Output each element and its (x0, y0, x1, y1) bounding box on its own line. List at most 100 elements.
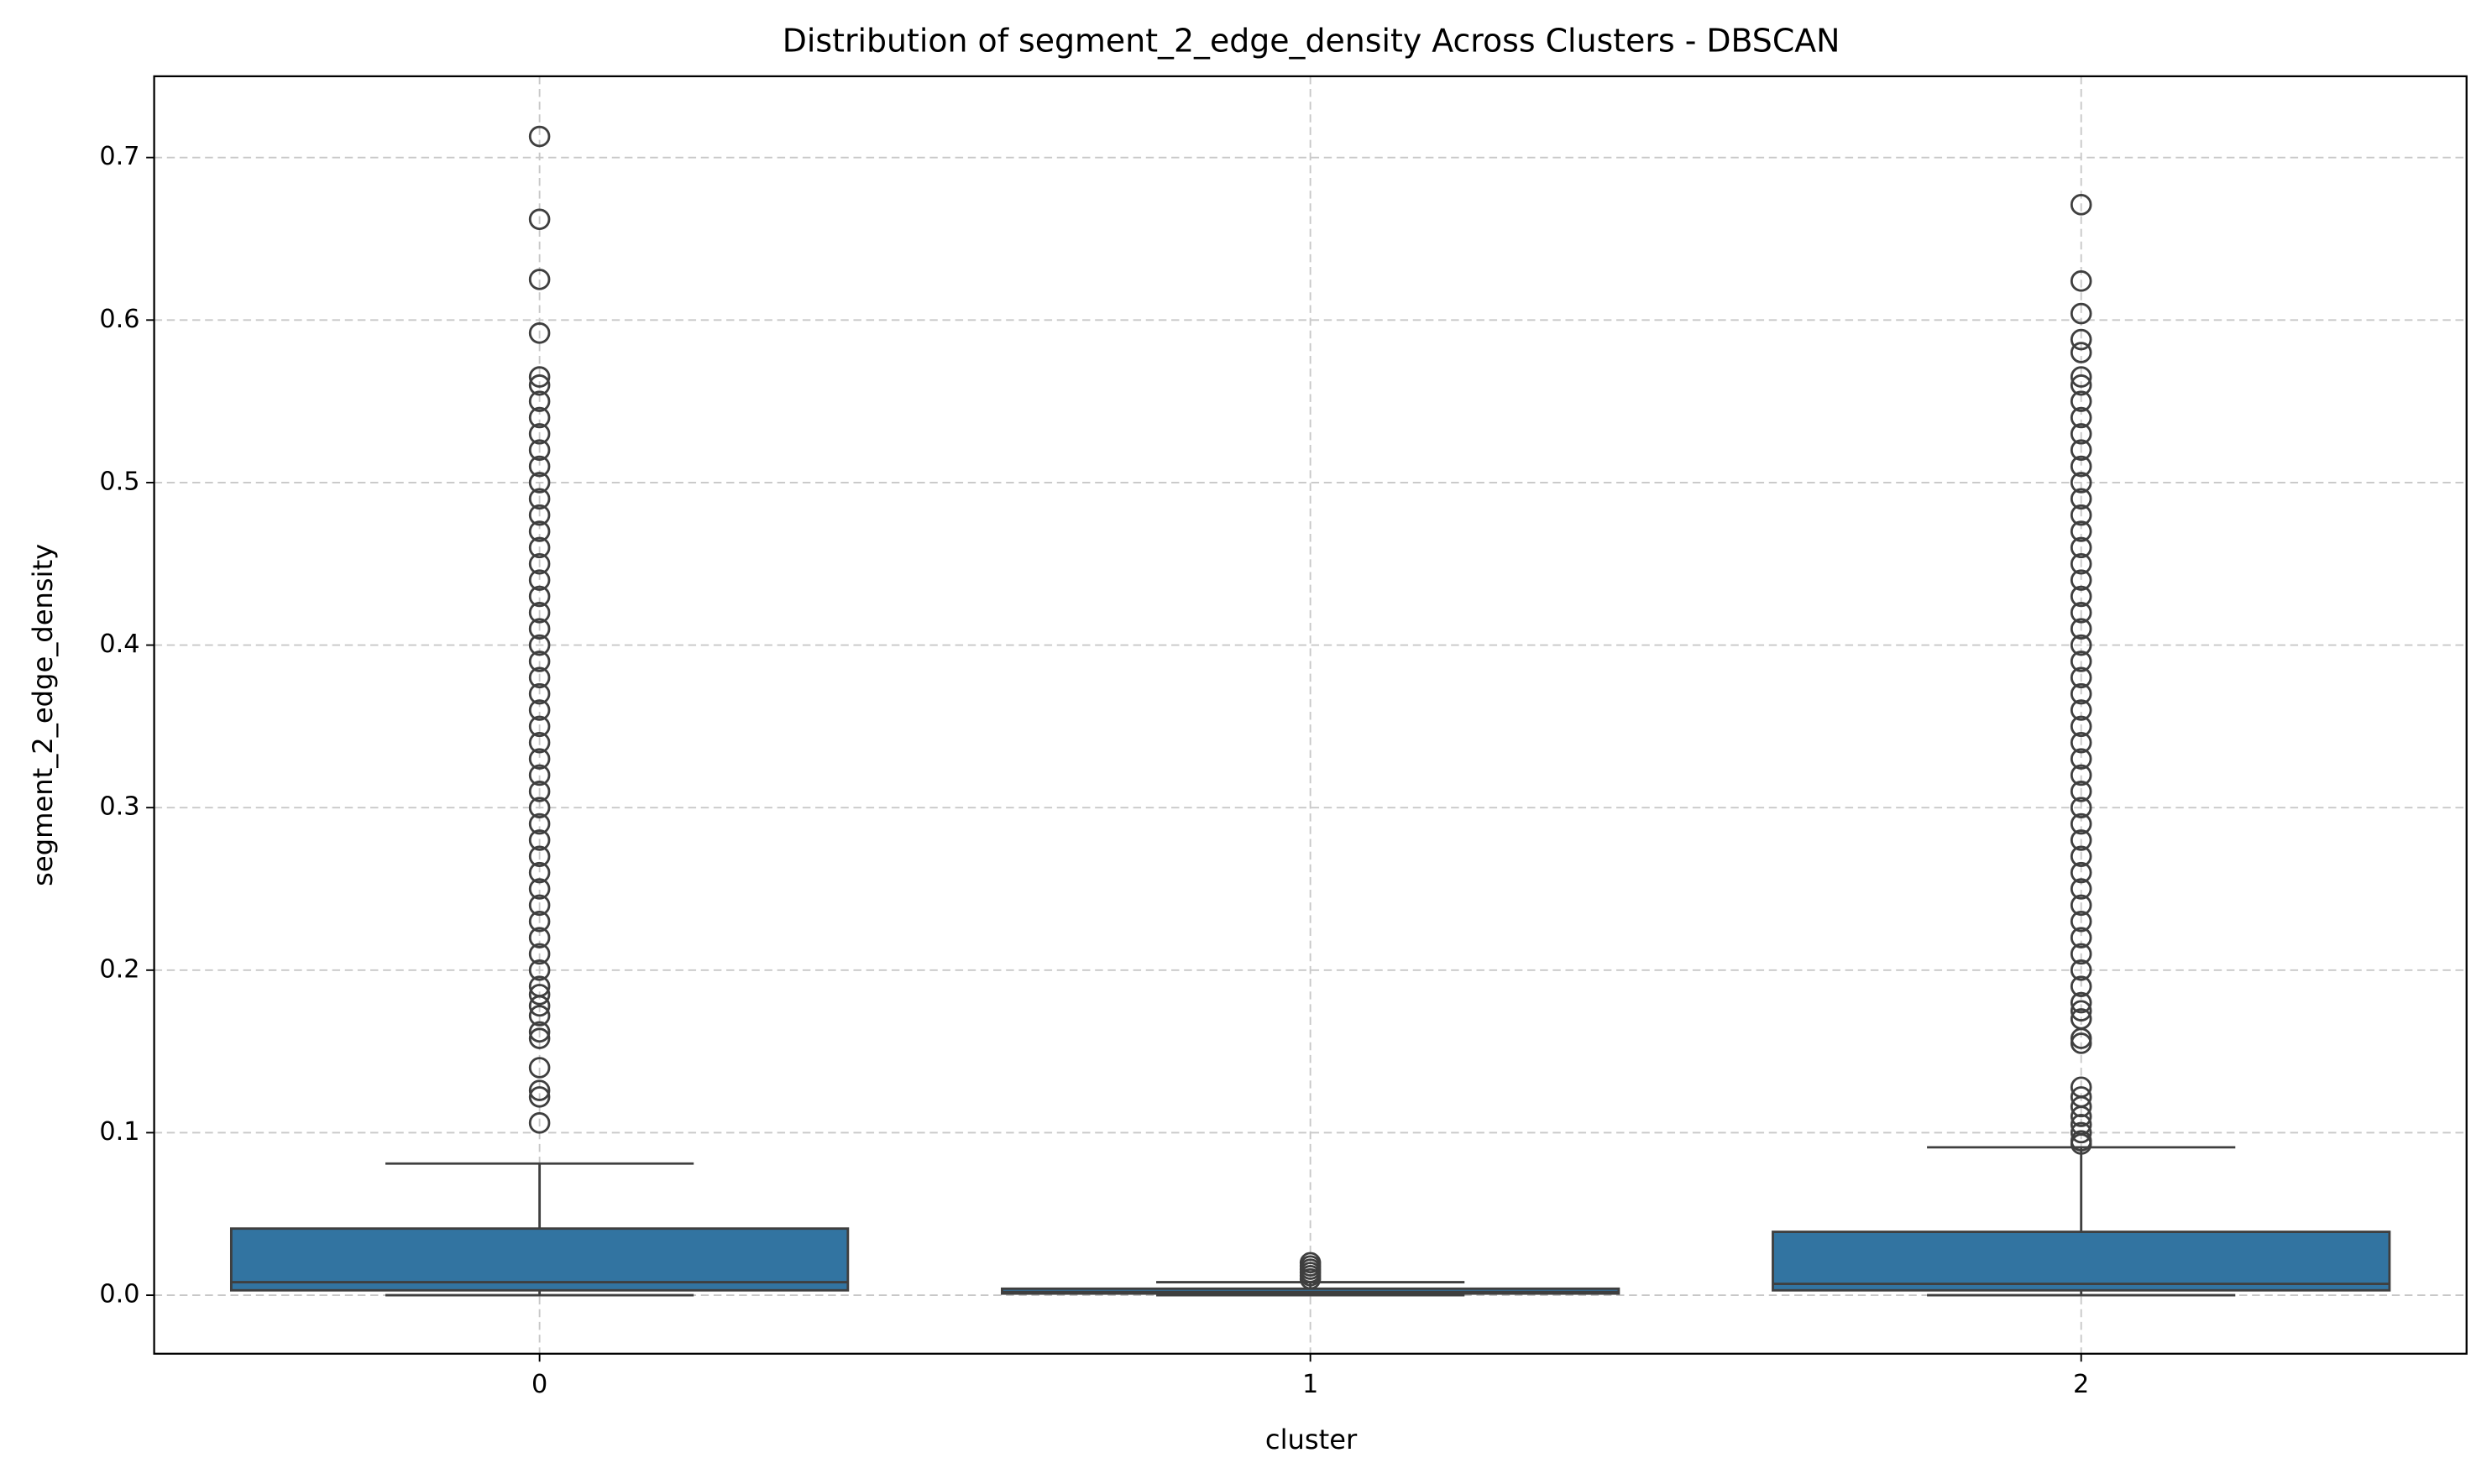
outlier (2070, 991, 2092, 1014)
outlier (528, 813, 551, 835)
chart-title: Distribution of segment_2_edge_density A… (783, 23, 1840, 60)
x-axis-label: cluster (1265, 1424, 1358, 1455)
outlier (2070, 439, 2092, 461)
outlier (2070, 781, 2092, 802)
outlier (2070, 504, 2092, 526)
outlier (2070, 423, 2092, 445)
x-tick-label: 2 (2073, 1370, 2089, 1399)
outlier (528, 682, 551, 705)
outlier (528, 829, 551, 851)
outlier (2070, 1086, 2092, 1108)
outlier (528, 602, 551, 624)
outlier (2070, 1130, 2092, 1152)
outlier (528, 910, 551, 933)
outlier (528, 488, 551, 510)
outlier (2070, 715, 2092, 738)
outlier (2070, 455, 2092, 478)
outlier (2070, 602, 2092, 624)
y-tick-label: 0.3 (99, 792, 139, 822)
outlier (2070, 472, 2092, 494)
outlier (2070, 764, 2092, 786)
outlier (528, 406, 551, 429)
outlier (2070, 302, 2092, 325)
outlier (2070, 1076, 2092, 1099)
outlier (528, 504, 551, 526)
outlier (2070, 270, 2092, 292)
outlier (528, 845, 551, 868)
outlier (528, 569, 551, 591)
outlier (528, 861, 551, 884)
outlier (2070, 1000, 2092, 1022)
outlier (528, 715, 551, 738)
outlier (2070, 569, 2092, 591)
x-tick-label: 1 (1302, 1370, 1318, 1399)
outlier (2070, 488, 2092, 510)
outlier (528, 552, 551, 575)
outlier (2070, 927, 2092, 948)
outlier (528, 666, 551, 689)
outlier (2070, 699, 2092, 721)
outlier (2070, 959, 2092, 981)
outlier (2070, 618, 2092, 640)
outlier (528, 455, 551, 478)
outlier (528, 984, 551, 1006)
outlier (528, 269, 551, 290)
outlier (528, 618, 551, 640)
outlier (2070, 406, 2092, 429)
outlier (528, 585, 551, 608)
outlier (2070, 1008, 2092, 1030)
outlier (2070, 910, 2092, 933)
outlier (528, 797, 551, 818)
outlier (528, 322, 551, 344)
outlier (2070, 366, 2092, 388)
outlier (528, 125, 551, 148)
outlier (528, 390, 551, 412)
outlier (2070, 666, 2092, 689)
outlier (528, 439, 551, 461)
box (229, 1227, 850, 1292)
outlier (2070, 536, 2092, 559)
outlier (2070, 975, 2092, 997)
outlier (2070, 748, 2092, 770)
outlier (2070, 328, 2092, 351)
outlier (528, 520, 551, 542)
outlier (2070, 845, 2092, 868)
x-tick-label: 0 (531, 1370, 547, 1399)
outlier (528, 731, 551, 754)
outlier (528, 943, 551, 965)
outlier (528, 1005, 551, 1027)
y-tick-label: 0.6 (99, 305, 139, 334)
outlier (2070, 682, 2092, 705)
outlier (528, 764, 551, 786)
outlier (2070, 585, 2092, 608)
outlier (528, 1057, 551, 1079)
outlier (528, 975, 551, 997)
outlier (528, 1021, 551, 1043)
outlier (528, 472, 551, 494)
outlier (528, 208, 551, 231)
outlier (528, 634, 551, 656)
outlier (528, 1112, 551, 1134)
y-tick-label: 0.7 (99, 142, 139, 171)
outlier (528, 927, 551, 948)
y-tick-label: 0.4 (99, 630, 139, 659)
outlier (2070, 878, 2092, 900)
outlier (528, 878, 551, 900)
plot-frame (153, 75, 2468, 1355)
outlier (2070, 813, 2092, 835)
outlier (528, 374, 551, 396)
outlier (528, 366, 551, 388)
outlier (528, 894, 551, 917)
outlier (2070, 390, 2092, 412)
outlier (528, 699, 551, 721)
outlier (528, 651, 551, 672)
y-tick-label: 0.0 (99, 1280, 139, 1309)
outlier (2070, 829, 2092, 851)
outlier (2070, 552, 2092, 575)
outlier (528, 748, 551, 770)
outlier (2070, 634, 2092, 656)
outlier (1299, 1251, 1322, 1274)
outlier (2070, 861, 2092, 884)
y-tick-label: 0.2 (99, 954, 139, 984)
